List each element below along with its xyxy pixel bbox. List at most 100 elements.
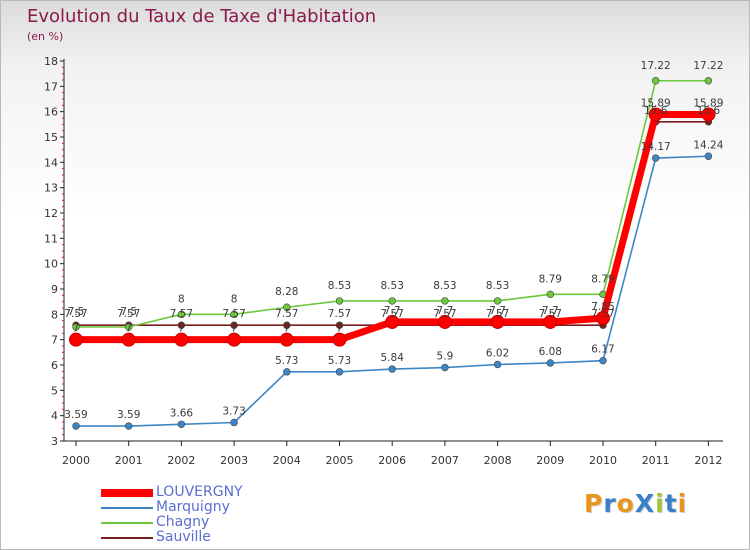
- x-tick-label: 2006: [378, 454, 406, 467]
- data-point-louvergny: [121, 332, 136, 347]
- data-label-chagny: 8.53: [328, 280, 351, 292]
- series-line-sauville: [75, 121, 710, 327]
- data-label-chagny: 17.22: [693, 60, 723, 72]
- data-point-marquigny: [72, 422, 80, 430]
- data-label-chagny: 8: [178, 293, 185, 305]
- data-label-chagny: 7.5: [68, 306, 85, 318]
- data-label-sauville: 7.57: [64, 308, 87, 320]
- data-label-marquigny: 3.66: [170, 407, 194, 419]
- data-label-louvergny: 7: [336, 323, 343, 335]
- x-tick-label: 2012: [694, 454, 722, 467]
- y-tick-label: 5: [51, 384, 58, 397]
- data-label-sauville: 7.57: [275, 308, 298, 320]
- y-tick-label: 14: [44, 156, 58, 169]
- data-point-louvergny: [227, 332, 242, 347]
- data-label-marquigny: 5.9: [437, 351, 454, 363]
- data-point-chagny: [388, 297, 396, 305]
- data-label-louvergny: 7: [231, 323, 238, 335]
- y-tick-label: 13: [44, 182, 58, 195]
- data-point-louvergny: [279, 332, 294, 347]
- x-tick-label: 2003: [220, 454, 248, 467]
- data-point-louvergny: [596, 311, 610, 326]
- x-tick-label: 2005: [326, 454, 354, 467]
- data-point-louvergny: [648, 107, 663, 122]
- data-label-sauville: 7.57: [433, 308, 456, 320]
- data-point-chagny: [230, 310, 238, 319]
- data-point-marquigny: [651, 154, 660, 162]
- data-point-louvergny: [701, 107, 716, 122]
- data-label-sauville: 7.57: [117, 308, 140, 320]
- data-point-chagny: [335, 297, 344, 305]
- data-label-marquigny: 14.24: [693, 139, 723, 151]
- y-tick-label: 6: [51, 359, 58, 372]
- data-point-marquigny: [546, 359, 554, 367]
- data-point-sauville: [335, 321, 344, 329]
- data-point-chagny: [441, 297, 449, 305]
- y-tick-label: 12: [44, 207, 58, 220]
- data-label-chagny: 8.79: [539, 273, 562, 285]
- data-point-louvergny: [69, 332, 83, 347]
- data-point-louvergny: [174, 332, 189, 347]
- legend-label: Marquigny: [156, 499, 230, 515]
- y-tick-label: 3: [51, 435, 58, 448]
- x-tick-label: 2004: [273, 454, 301, 467]
- data-point-marquigny: [335, 368, 344, 376]
- data-point-chagny: [177, 310, 186, 319]
- y-tick-label: 18: [44, 55, 58, 68]
- data-label-sauville: 7.57: [591, 308, 614, 320]
- data-point-louvergny: [332, 332, 347, 347]
- proxiti-logo: ProXiti: [584, 489, 688, 518]
- y-tick-label: 7: [51, 334, 58, 347]
- legend-swatch: [101, 507, 153, 509]
- legend-label: LOUVERGNY: [156, 484, 243, 500]
- data-label-marquigny: 14.17: [641, 141, 671, 153]
- y-tick-label: 4: [51, 410, 58, 423]
- data-label-sauville: 7.57: [222, 308, 245, 320]
- data-point-marquigny: [704, 152, 713, 160]
- data-label-louvergny: 7: [178, 323, 185, 335]
- data-point-sauville: [177, 321, 186, 329]
- data-label-louvergny: 15.89: [641, 97, 671, 109]
- data-label-louvergny: 15.89: [693, 97, 723, 109]
- data-label-marquigny: 5.84: [381, 352, 405, 364]
- data-point-louvergny: [385, 314, 400, 329]
- y-tick-label: 8: [51, 308, 58, 321]
- data-point-chagny: [72, 323, 80, 331]
- legend-swatch: [101, 522, 153, 524]
- data-label-sauville: 7.57: [328, 308, 351, 320]
- data-label-louvergny: 7.7: [489, 305, 506, 317]
- data-label-marquigny: 3.59: [64, 409, 87, 421]
- chart-unit-label: (en %): [27, 30, 64, 43]
- data-label-sauville: 7.57: [486, 308, 509, 320]
- legend-label: Chagny: [156, 514, 210, 530]
- data-label-louvergny: 7: [125, 323, 132, 335]
- x-tick-label: 2010: [589, 454, 617, 467]
- data-point-chagny: [704, 77, 713, 85]
- legend-swatch: [101, 489, 153, 497]
- data-point-marquigny: [177, 420, 186, 428]
- data-label-chagny: 8: [231, 293, 238, 305]
- data-point-sauville: [230, 321, 238, 329]
- x-tick-label: 2001: [115, 454, 143, 467]
- data-point-chagny: [493, 297, 502, 305]
- data-label-marquigny: 6.02: [486, 347, 509, 359]
- legend-swatch: [101, 537, 153, 539]
- y-tick-label: 17: [44, 80, 58, 93]
- x-tick-label: 2008: [484, 454, 512, 467]
- data-label-sauville: 7.57: [539, 308, 562, 320]
- y-tick-label: 16: [44, 106, 58, 119]
- data-point-louvergny: [490, 314, 505, 329]
- data-label-louvergny: 7.7: [384, 305, 401, 317]
- data-label-sauville: 15.6: [697, 105, 721, 117]
- data-point-chagny: [546, 290, 554, 299]
- data-point-marquigny: [230, 418, 238, 427]
- data-point-marquigny: [283, 368, 291, 376]
- data-point-chagny: [124, 323, 133, 331]
- data-point-chagny: [283, 303, 291, 311]
- data-label-marquigny: 6.17: [591, 344, 614, 356]
- x-tick-label: 2009: [536, 454, 564, 467]
- data-label-louvergny: 7.85: [591, 301, 614, 313]
- data-label-marquigny: 6.08: [539, 346, 562, 358]
